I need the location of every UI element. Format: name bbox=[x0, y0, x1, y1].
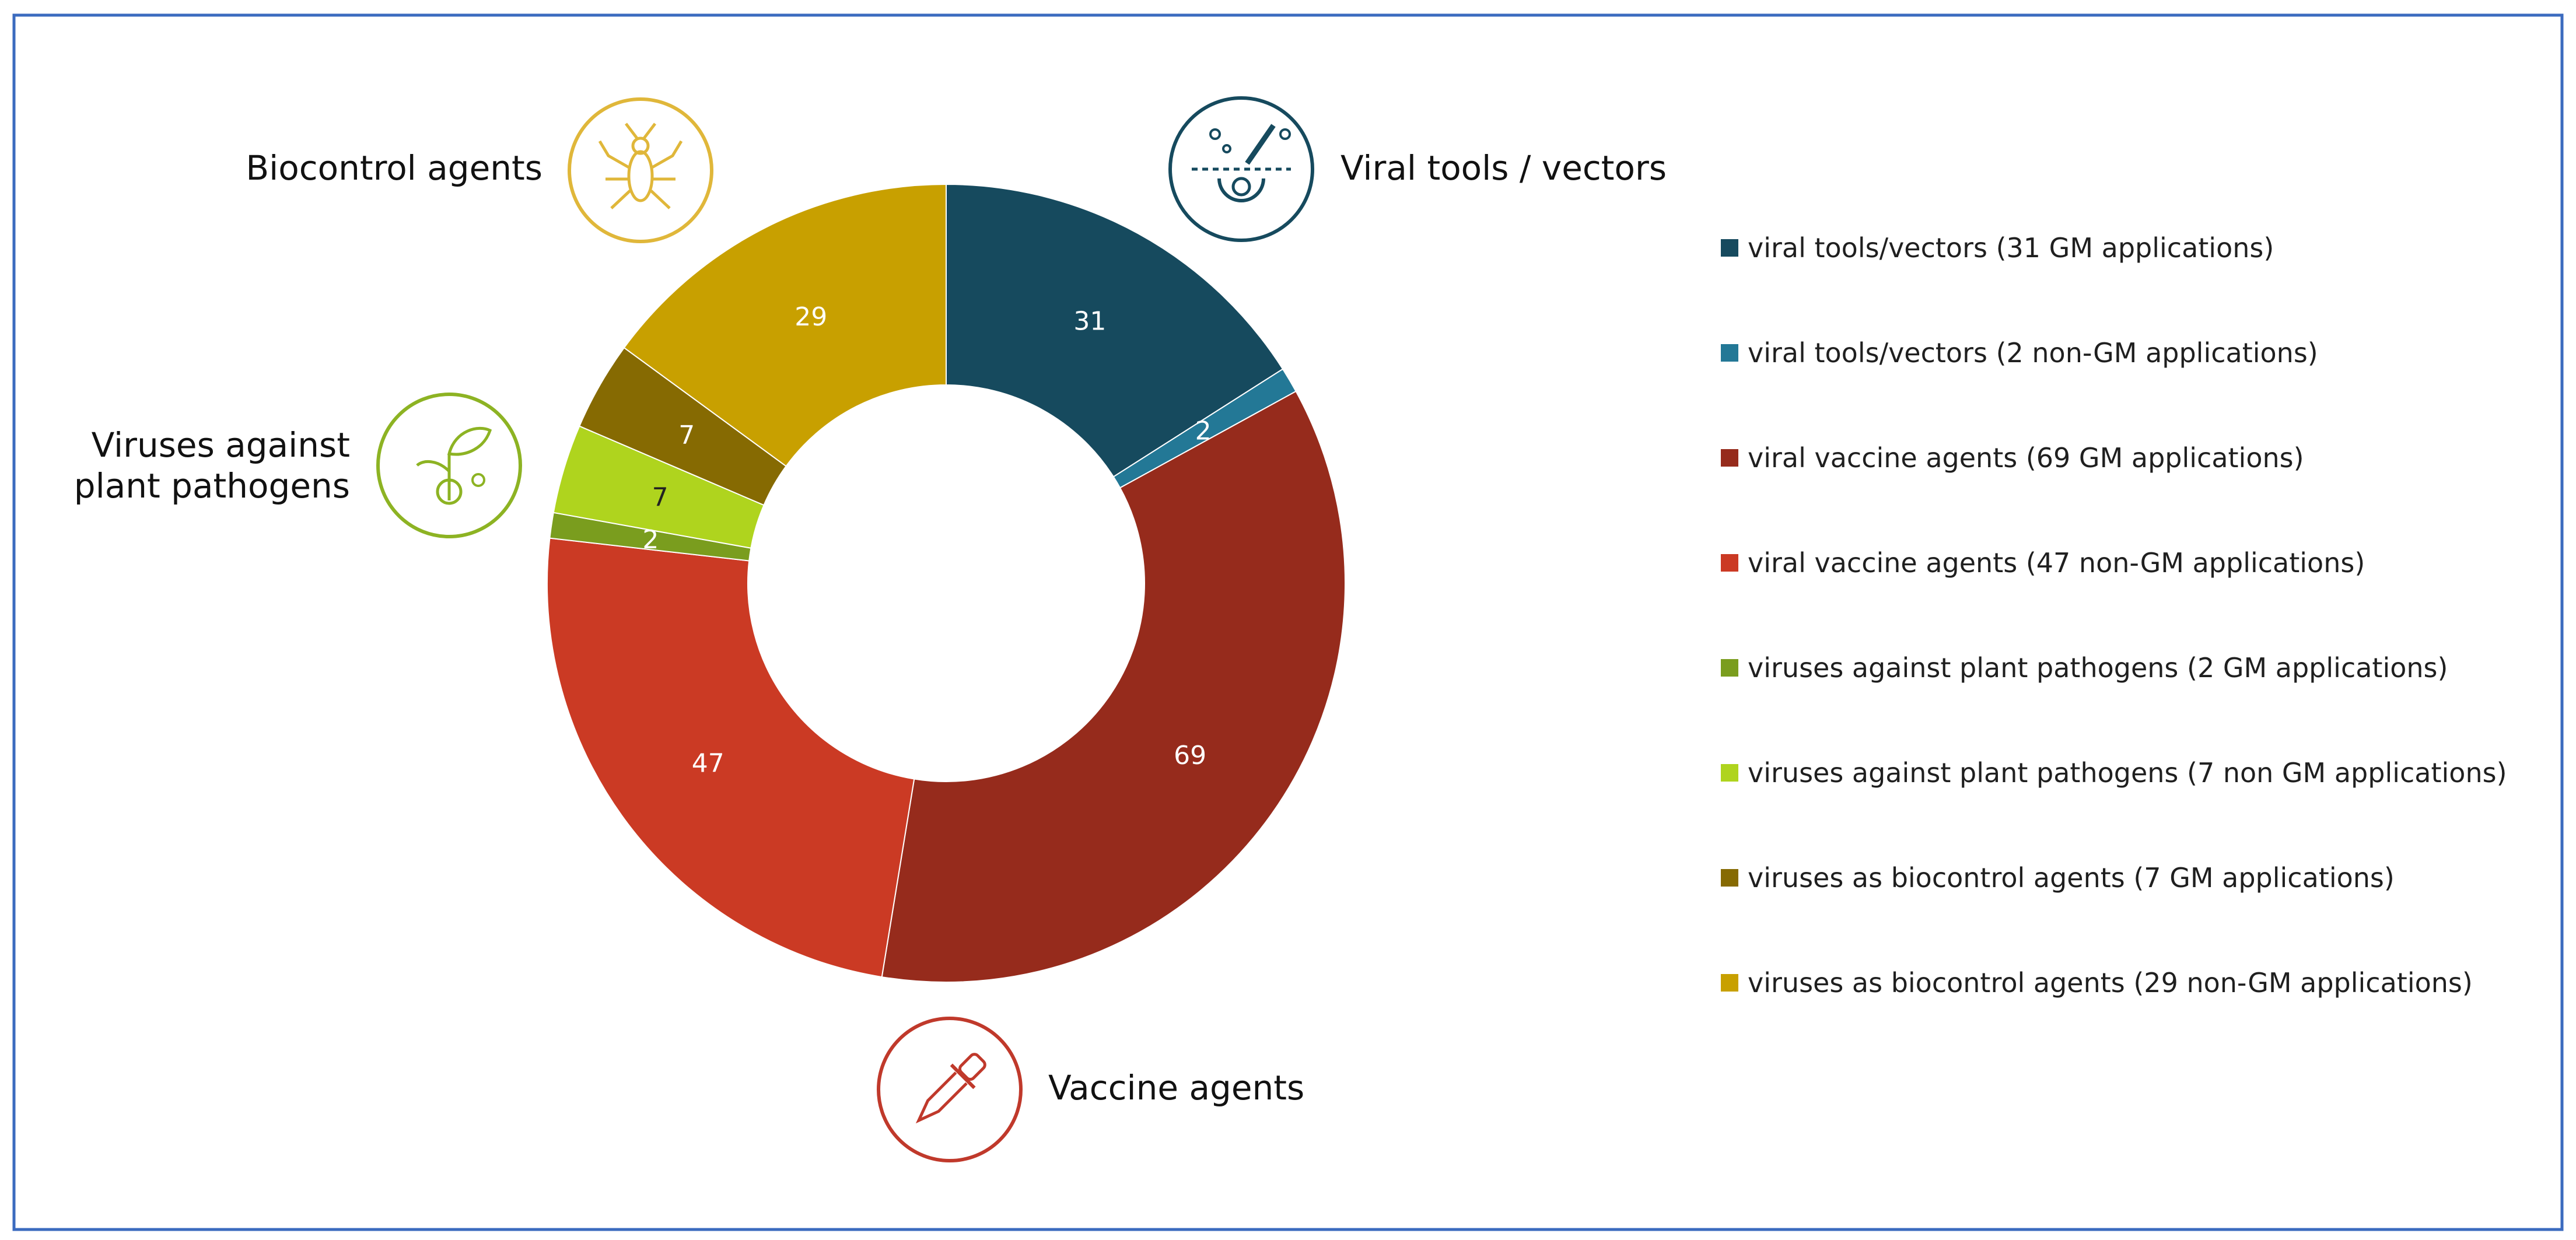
legend-label: viruses as biocontrol agents (29 non-GM … bbox=[1748, 967, 2473, 999]
category-label-vaccine: Vaccine agents bbox=[1048, 1068, 1305, 1108]
legend-item-2: viral vaccine agents (69 GM applications… bbox=[1721, 440, 2304, 475]
legend-label: viral tools/vectors (2 non-GM applicatio… bbox=[1748, 337, 2318, 369]
legend-swatch bbox=[1721, 974, 1738, 992]
legend-swatch bbox=[1721, 554, 1738, 572]
legend-item-0: viral tools/vectors (31 GM applications) bbox=[1721, 230, 2274, 265]
legend-label: viruses against plant pathogens (7 non G… bbox=[1748, 757, 2507, 789]
donut-slice-0 bbox=[946, 183, 1284, 478]
legend-item-1: viral tools/vectors (2 non-GM applicatio… bbox=[1721, 335, 2318, 370]
legend-label: viruses as biocontrol agents (7 GM appli… bbox=[1748, 862, 2395, 894]
slice-value-label-4: 2 bbox=[642, 525, 659, 555]
slice-value-label-0: 31 bbox=[1073, 307, 1106, 337]
legend-item-3: viral vaccine agents (47 non-GM applicat… bbox=[1721, 545, 2365, 580]
legend-swatch bbox=[1721, 764, 1738, 782]
legend-label: viral vaccine agents (47 non-GM applicat… bbox=[1748, 547, 2365, 579]
legend-item-6: viruses as biocontrol agents (7 GM appli… bbox=[1721, 860, 2395, 895]
legend-swatch bbox=[1721, 344, 1738, 362]
legend-item-4: viruses against plant pathogens (2 GM ap… bbox=[1721, 650, 2448, 685]
category-label-plant-pathogens: Viruses against plant pathogens bbox=[74, 425, 350, 506]
legend-label: viral vaccine agents (69 GM applications… bbox=[1748, 442, 2304, 474]
slice-value-label-6: 7 bbox=[678, 421, 695, 450]
donut-slice-2 bbox=[881, 390, 1346, 983]
gear-pen-icon bbox=[1168, 96, 1314, 242]
legend-swatch bbox=[1721, 239, 1738, 257]
category-label-biocontrol: Biocontrol agents bbox=[246, 148, 542, 188]
legend-label: viral tools/vectors (31 GM applications) bbox=[1748, 232, 2274, 264]
legend-swatch bbox=[1721, 869, 1738, 887]
category-label-viral-tools: Viral tools / vectors bbox=[1340, 148, 1667, 188]
dropper-icon bbox=[877, 1017, 1023, 1162]
sprout-icon bbox=[376, 393, 522, 538]
legend-swatch bbox=[1721, 449, 1738, 467]
donut-slice-7 bbox=[623, 183, 947, 467]
legend-label: viruses against plant pathogens (2 GM ap… bbox=[1748, 652, 2448, 684]
slice-value-label-3: 47 bbox=[692, 748, 724, 778]
legend-item-7: viruses as biocontrol agents (29 non-GM … bbox=[1721, 965, 2473, 1000]
donut-slice-3 bbox=[547, 537, 915, 978]
category-label-plant-line2: plant pathogens bbox=[74, 466, 350, 506]
slice-value-label-5: 7 bbox=[652, 482, 668, 512]
slice-value-label-7: 29 bbox=[794, 302, 827, 332]
bug-icon bbox=[568, 97, 713, 243]
slice-value-label-1: 2 bbox=[1195, 416, 1212, 446]
slice-value-label-2: 69 bbox=[1174, 741, 1206, 770]
legend-swatch bbox=[1721, 659, 1738, 677]
category-label-plant-line1: Viruses against bbox=[91, 425, 350, 465]
legend-item-5: viruses against plant pathogens (7 non G… bbox=[1721, 755, 2507, 790]
